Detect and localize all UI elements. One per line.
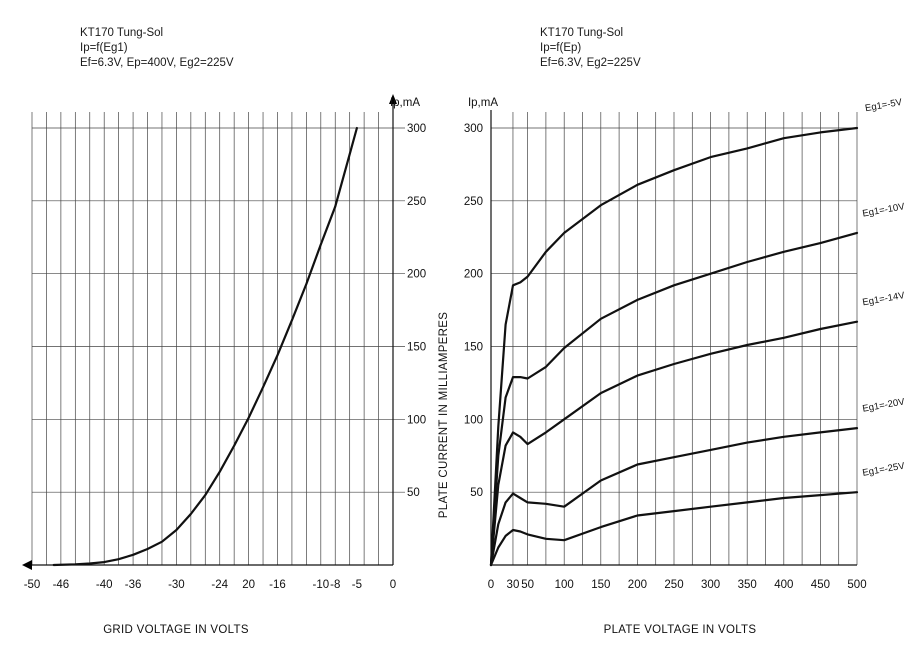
left-y-tick-label: 250 xyxy=(407,196,426,208)
right-y-tick-label: 200 xyxy=(464,269,483,281)
right-curve-line xyxy=(489,126,859,567)
curve-label: Eg1=-20V xyxy=(862,396,906,414)
left-title-line-3: Ef=6.3V, Ep=400V, Eg2=225V xyxy=(80,57,234,69)
right-grid xyxy=(491,112,858,565)
left-x-tick-label: -24 xyxy=(211,579,228,591)
right-y-axis-label: PLATE CURRENT IN MILLIAMPERES xyxy=(438,312,450,518)
left-x-tick-label: -8 xyxy=(330,579,340,591)
right-y-tick-labels: 50 100 150 200 250 300 xyxy=(464,123,483,499)
left-x-tick-label: -50 xyxy=(24,579,41,591)
right-x-tick-label: 30 xyxy=(507,579,520,591)
left-title-line-1: KT170 Tung-Sol xyxy=(80,27,164,39)
right-x-tick-label: 200 xyxy=(628,579,647,591)
curve-label: Eg1=-14V xyxy=(862,290,906,308)
right-x-tick-label: 0 xyxy=(488,579,494,591)
left-curve-line xyxy=(52,126,358,567)
right-title-line-1: KT170 Tung-Sol xyxy=(540,27,624,39)
left-x-tick-label: -40 xyxy=(96,579,113,591)
right-x-tick-label: 100 xyxy=(555,579,574,591)
right-x-tick-label: 450 xyxy=(811,579,830,591)
left-x-tick-label: -30 xyxy=(168,579,185,591)
left-x-tick-label: 0 xyxy=(390,579,396,591)
right-x-tick-labels: 0 30 50 100 150 200 250 300 350 400 450 500 xyxy=(488,579,867,591)
left-y-arrow xyxy=(389,94,397,104)
left-y-tick-label: 100 xyxy=(407,414,426,426)
right-y-unit-label: Ip,mA xyxy=(468,97,498,109)
right-curve-line xyxy=(489,320,859,567)
left-x-tick-label: -5 xyxy=(352,579,362,591)
left-x-tick-label: -36 xyxy=(125,579,142,591)
curve-label: Eg1=-25V xyxy=(862,460,906,478)
right-x-tick-label: 150 xyxy=(591,579,610,591)
left-y-tick-label: 50 xyxy=(407,487,420,499)
left-x-arrow xyxy=(22,560,32,570)
left-title-line-2: Ip=f(Eg1) xyxy=(80,42,128,54)
left-x-tick-label: -10 xyxy=(312,579,329,591)
grid-voltage-chart: -50 -46 -40 -36 -30 -24 20 -16 -10 -8 -5 0501001502… xyxy=(22,94,426,636)
left-y-tick-label: 150 xyxy=(407,342,426,354)
left-y-tick-label: 200 xyxy=(407,269,426,281)
left-x-tick-label: 20 xyxy=(242,579,255,591)
left-grid xyxy=(31,112,405,565)
right-x-tick-label: 300 xyxy=(701,579,720,591)
right-y-tick-label: 250 xyxy=(464,196,483,208)
left-y-tick-label: 300 xyxy=(407,123,426,135)
left-x-tick-label: -46 xyxy=(53,579,70,591)
curve-label: Eg1=-10V xyxy=(862,201,906,219)
right-x-axis-label: PLATE VOLTAGE IN VOLTS xyxy=(604,624,757,636)
right-x-tick-label: 50 xyxy=(521,579,534,591)
right-title-line-3: Ef=6.3V, Eg2=225V xyxy=(540,57,641,69)
right-curve-line xyxy=(489,491,859,567)
plate-voltage-chart: 0 30 50 100 150 200 250 300 350 400 450 50050100150… xyxy=(438,97,906,636)
left-x-axis-label: GRID VOLTAGE IN VOLTS xyxy=(103,624,249,636)
left-chart-title: KT170 Tung-Sol Ip=f(Eg1) Ef=6.3V, Ep=400… xyxy=(80,26,234,71)
right-x-tick-label: 500 xyxy=(847,579,866,591)
right-y-tick-label: 300 xyxy=(464,123,483,135)
right-x-tick-label: 250 xyxy=(664,579,683,591)
right-x-tick-label: 400 xyxy=(774,579,793,591)
left-x-tick-label: -16 xyxy=(269,579,286,591)
right-curve-line xyxy=(489,231,859,567)
left-x-tick-labels: -50 -46 -40 -36 -30 -24 20 -16 -10 -8 -5 0 xyxy=(24,579,397,591)
right-y-tick-label: 150 xyxy=(464,342,483,354)
right-title-line-2: Ip=f(Ep) xyxy=(540,42,582,54)
right-x-tick-label: 350 xyxy=(738,579,757,591)
right-chart-title: KT170 Tung-Sol Ip=f(Ep) Ef=6.3V, Eg2=225… xyxy=(540,26,641,71)
left-y-unit-label: Ip,mA xyxy=(390,97,420,109)
right-y-tick-label: 100 xyxy=(464,414,483,426)
curve-label: Eg1=-5V xyxy=(864,97,903,114)
right-y-tick-label: 50 xyxy=(470,487,483,499)
left-y-tick-labels: 50 100 150 200 250 300 xyxy=(407,123,426,499)
right-curve-line xyxy=(489,427,859,567)
